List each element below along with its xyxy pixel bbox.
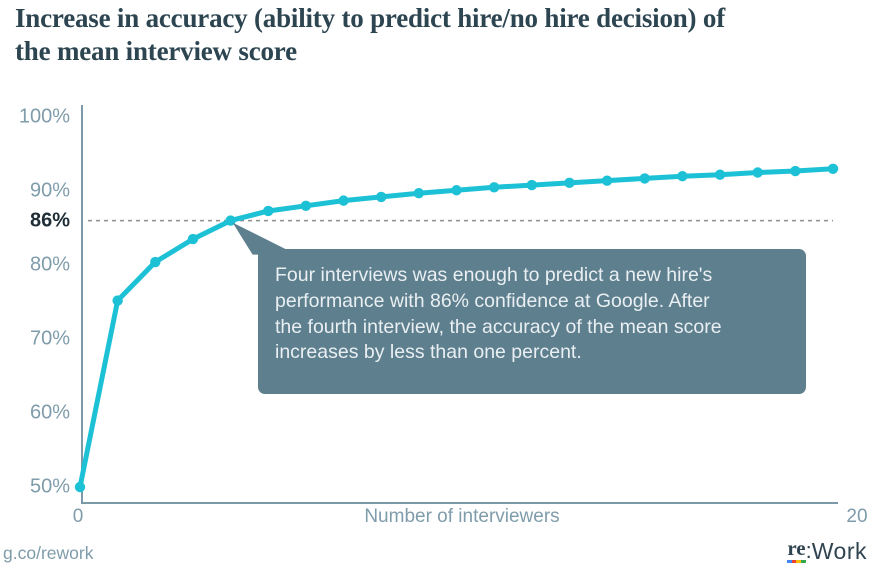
annotation-line: performance with 86% confidence at Googl… xyxy=(275,289,710,312)
y-tick-label: 86% xyxy=(29,209,70,232)
data-point xyxy=(488,182,500,193)
data-point xyxy=(639,173,650,184)
rework-logo[interactable]: re : Work xyxy=(787,538,867,563)
logo-underline-segment xyxy=(787,560,792,563)
y-tick-label: 70% xyxy=(29,327,70,350)
rework-logo-underline xyxy=(787,560,806,563)
data-point xyxy=(150,256,161,268)
chart-title-line2: the mean interview score xyxy=(15,36,297,66)
data-point xyxy=(451,185,462,196)
logo-underline-segment xyxy=(791,560,797,563)
data-point xyxy=(74,481,86,493)
rework-logo-work-text: Work xyxy=(811,538,867,564)
data-point xyxy=(752,167,763,178)
data-point xyxy=(338,195,349,206)
rework-logo-re-block: re xyxy=(787,536,806,563)
chart-title: Increase in accuracy (ability to predict… xyxy=(15,2,865,68)
data-point xyxy=(112,295,123,306)
data-point xyxy=(564,177,575,189)
y-tick-label: 90% xyxy=(29,179,70,202)
data-point xyxy=(263,205,274,217)
y-tick-label: 80% xyxy=(29,253,70,276)
y-tick-label: 60% xyxy=(29,401,70,424)
data-point xyxy=(790,165,801,177)
data-point xyxy=(187,233,199,245)
data-point xyxy=(376,191,387,203)
chart-title-line1: Increase in accuracy (ability to predict… xyxy=(15,3,725,33)
x-tick-label: 20 xyxy=(846,506,868,527)
annotation-line: increases by less than one percent. xyxy=(275,341,582,364)
annotation-tail xyxy=(232,222,297,255)
rework-logo-re-text: re xyxy=(787,536,806,560)
data-point xyxy=(526,179,537,191)
annotation-line: the fourth interview, the accuracy of th… xyxy=(275,315,722,338)
logo-underline-segment xyxy=(801,560,806,563)
logo-underline-segment xyxy=(796,560,802,563)
x-axis-title: Number of interviewers xyxy=(364,506,560,527)
footer-link[interactable]: g.co/rework xyxy=(3,543,94,563)
rework-logo-colon: : xyxy=(805,538,812,563)
data-point xyxy=(413,188,425,199)
data-point xyxy=(827,163,839,174)
data-point xyxy=(677,171,688,182)
annotation-text: Four interviews was enough to predict a … xyxy=(275,263,792,366)
annotation-callout: Four interviews was enough to predict a … xyxy=(258,249,806,394)
x-tick-label: 0 xyxy=(72,506,84,527)
data-point xyxy=(300,200,312,211)
data-point xyxy=(601,175,613,186)
annotation-line: Four interviews was enough to predict a … xyxy=(275,264,713,286)
y-tick-label: 100% xyxy=(18,105,70,128)
y-tick-label: 50% xyxy=(29,475,70,498)
data-point xyxy=(714,169,726,180)
